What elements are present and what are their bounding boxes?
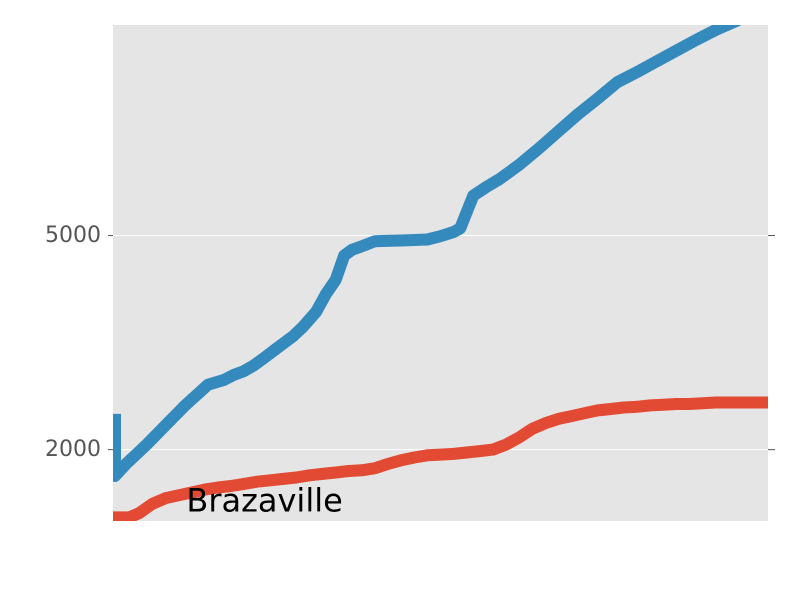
annotation-label: Brazaville: [186, 481, 342, 519]
series-line-1: [113, 25, 742, 482]
annotations: Brazaville: [186, 481, 342, 519]
series-line-2: [113, 396, 768, 521]
y-tick-label: 2000: [45, 437, 101, 462]
plot-area-background: [113, 25, 768, 521]
y-axis-ticks: 2000 5000: [45, 223, 775, 462]
y-tick-label: 5000: [45, 223, 101, 248]
data-series: [113, 25, 768, 521]
